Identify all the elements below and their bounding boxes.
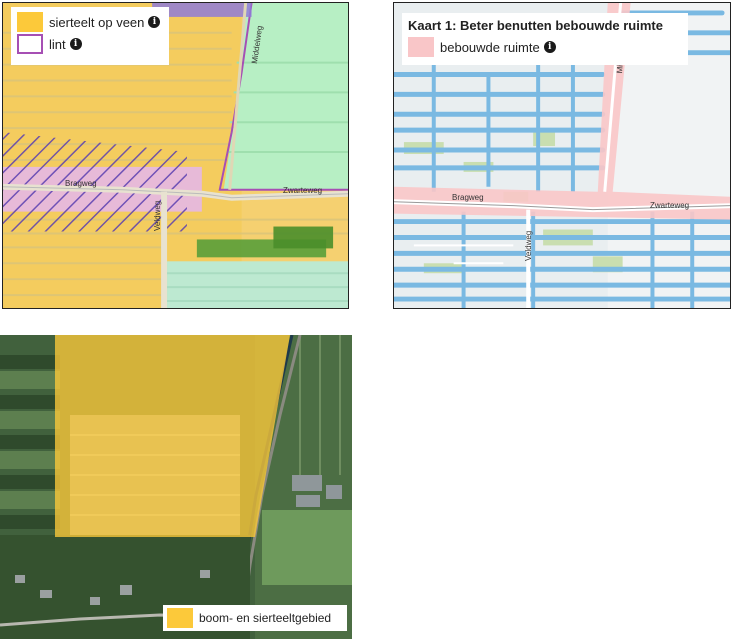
map-canvas-sierteelt[interactable] — [3, 3, 348, 308]
map-panel-bebouwde-ruimte[interactable]: Bragweg Zwarteweg Veldweg Middelweg Kaar… — [393, 2, 731, 309]
info-icon[interactable]: i — [543, 41, 556, 53]
info-icon[interactable]: i — [69, 38, 82, 50]
legend-swatch-lint — [17, 34, 43, 54]
street-label-bragweg: Bragweg — [65, 179, 97, 188]
street-label-zwarteweg: Zwarteweg — [283, 186, 323, 195]
map-panel-boom-en-sierteeltgebied[interactable]: boom- en sierteeltgebied — [0, 335, 352, 639]
street-label-veldweg: Veldweg — [524, 230, 533, 261]
street-label-bragweg: Bragweg — [452, 193, 484, 202]
legend-item-sierteelt-op-veen[interactable]: sierteelt op veen i — [17, 11, 163, 33]
street-label-zwarteweg: Zwarteweg — [650, 201, 690, 210]
map-legend-bebouwde-ruimte: Kaart 1: Beter benutten bebouwde ruimte … — [402, 13, 688, 65]
legend-item-lint[interactable]: lint i — [17, 33, 163, 55]
map-legend-boom-en-sierteelt: boom- en sierteeltgebied — [163, 605, 347, 631]
map-canvas-aerial[interactable] — [0, 335, 352, 639]
legend-label: bebouwde ruimte — [440, 39, 540, 55]
legend-label: lint — [49, 36, 66, 52]
legend-swatch-sierteelt-op-veen — [17, 12, 43, 32]
legend-swatch-boom-en-sierteeltgebied — [167, 608, 193, 628]
legend-swatch-bebouwde-ruimte — [408, 37, 434, 57]
street-label-veldweg: Veldweg — [153, 200, 162, 231]
info-icon[interactable]: i — [148, 16, 161, 28]
legend-item-bebouwde-ruimte[interactable]: bebouwde ruimte i — [408, 36, 682, 58]
legend-label: sierteelt op veen — [49, 14, 145, 30]
map-legend-sierteelt: sierteelt op veen i lint i — [11, 7, 169, 65]
map-panel-sierteelt[interactable]: Bragweg Zwarteweg Veldweg Middelweg sier… — [2, 2, 349, 309]
legend-label: boom- en sierteeltgebied — [199, 611, 332, 625]
map-title: Kaart 1: Beter benutten bebouwde ruimte — [408, 18, 663, 33]
legend-item-boom-en-sierteeltgebied[interactable]: boom- en sierteeltgebied — [167, 607, 343, 629]
